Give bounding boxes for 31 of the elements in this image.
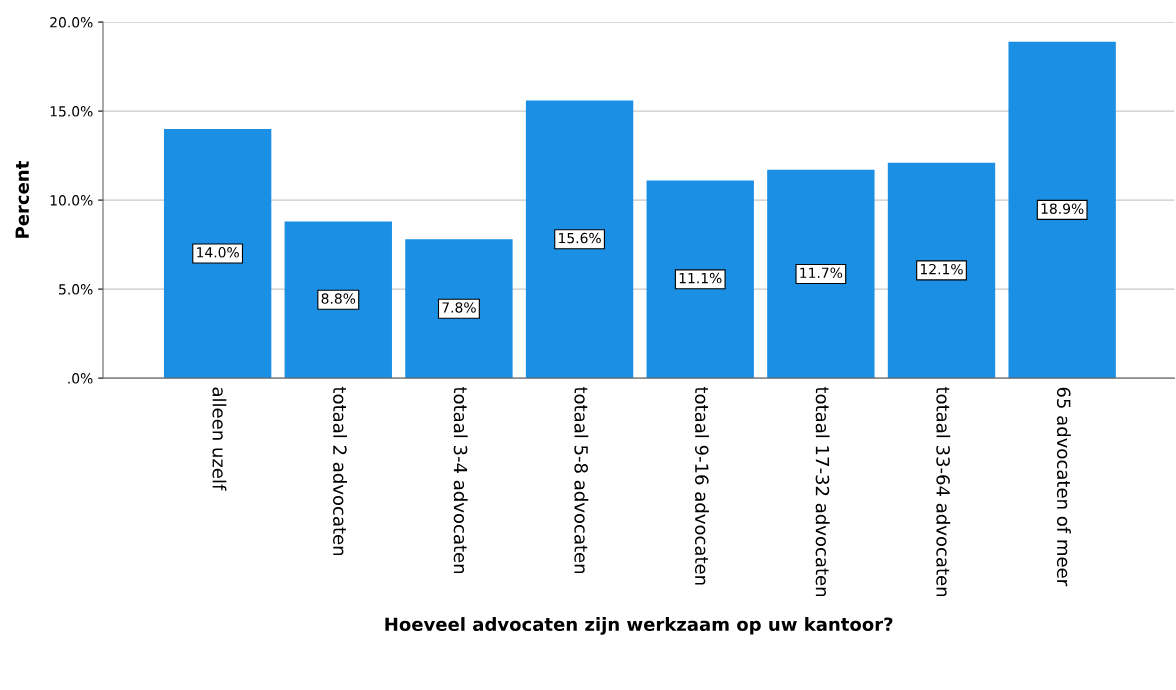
data-label: 7.8% — [442, 302, 476, 313]
x-tick-label: totaal 2 advocaten — [333, 386, 348, 556]
y-tick-label: 5.0% — [59, 284, 93, 295]
x-tick-label: totaal 9-16 advocaten — [694, 386, 709, 585]
data-label: 8.8% — [321, 293, 356, 304]
x-tick-label: totaal 3-4 advocaten — [453, 386, 468, 574]
x-tick-label: totaal 17-32 advocaten — [815, 386, 830, 597]
bar — [1008, 41, 1116, 379]
x-tick-label: totaal 5-8 advocaten — [574, 386, 589, 574]
bar — [163, 128, 272, 379]
x-axis-title: Hoeveel advocaten zijn werkzaam op uw kantoor? — [385, 617, 893, 635]
bar — [405, 239, 513, 379]
bar — [887, 162, 996, 379]
bar — [284, 221, 392, 379]
data-label: 14.0% — [197, 247, 239, 258]
bar — [525, 100, 634, 379]
x-tick-label: 65 advocaten of meer — [1056, 387, 1071, 587]
data-label: 18.9% — [1041, 203, 1084, 214]
bar — [646, 180, 754, 379]
data-label: 11.1% — [679, 272, 722, 284]
y-tick-label: .0% — [68, 373, 93, 384]
bar — [767, 169, 875, 379]
data-label: 12.1% — [920, 263, 963, 275]
data-label: 11.7% — [800, 267, 843, 279]
x-tick-label: alleen uzelf — [212, 387, 227, 491]
data-label: 15.6% — [559, 232, 601, 244]
y-tick-label: 10.0% — [50, 195, 93, 206]
y-axis-title: Percent — [15, 161, 30, 238]
y-tick-label: 20.0% — [50, 17, 93, 28]
x-tick-label: totaal 33-64 advocaten — [936, 386, 951, 597]
y-tick-label: 15.0% — [50, 106, 93, 117]
